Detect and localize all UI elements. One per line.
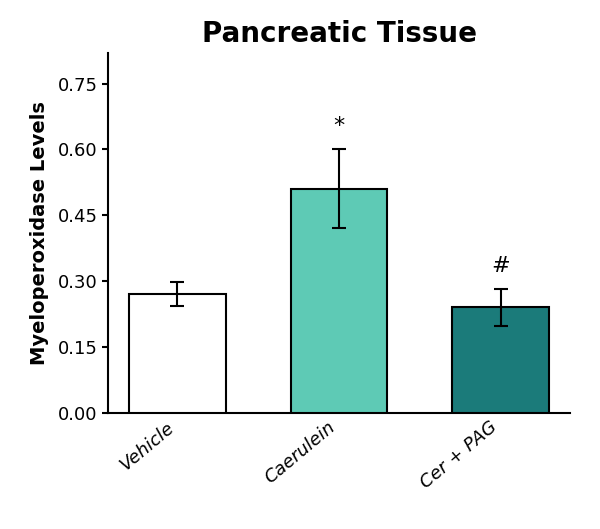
Text: #: #	[491, 256, 510, 276]
Text: *: *	[334, 116, 344, 136]
Y-axis label: Myeloperoxidase Levels: Myeloperoxidase Levels	[30, 101, 49, 364]
Bar	[452, 307, 549, 413]
Title: Pancreatic Tissue: Pancreatic Tissue	[202, 20, 476, 48]
Bar	[129, 294, 226, 413]
Bar	[290, 189, 388, 413]
